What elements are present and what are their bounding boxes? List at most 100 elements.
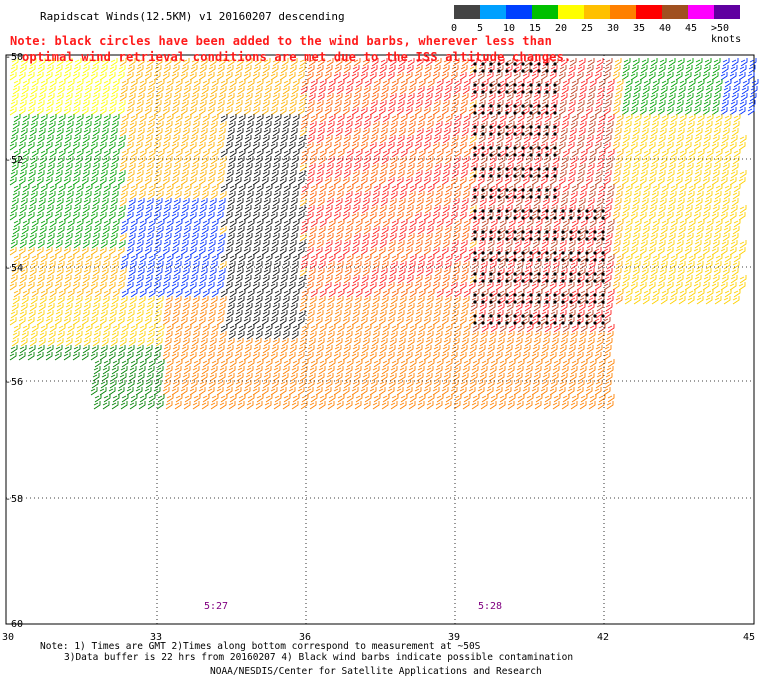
wind-barb [400, 79, 408, 88]
wind-barb [218, 303, 226, 312]
contamination-dot [481, 62, 485, 66]
wind-barb [202, 324, 210, 333]
wind-barb [327, 261, 335, 270]
wind-barb [137, 198, 145, 207]
wind-barb [272, 373, 280, 382]
wind-barb [265, 219, 273, 228]
wind-barb [228, 401, 236, 410]
wind-barb [153, 352, 161, 361]
wind-barb [567, 142, 575, 151]
wind-barb [589, 219, 597, 228]
wind-barb [237, 191, 245, 200]
wind-barb [136, 345, 144, 354]
wind-barb [342, 282, 350, 291]
wind-barb [597, 401, 605, 410]
contamination-dot [529, 258, 533, 262]
wind-barb [343, 170, 351, 179]
wind-barb [254, 373, 262, 382]
wind-barb [307, 100, 315, 109]
wind-barb [739, 100, 747, 109]
wind-barb [369, 107, 377, 116]
wind-barb [220, 219, 228, 228]
wind-barb [306, 177, 314, 186]
wind-barb [145, 345, 153, 354]
wind-barb [490, 114, 498, 123]
wind-barb [76, 149, 84, 158]
wind-barb [73, 100, 81, 109]
wind-barb [434, 198, 442, 207]
contamination-dot [537, 216, 541, 220]
wind-barb [155, 93, 163, 102]
wind-barb [256, 79, 264, 88]
wind-barb [408, 86, 416, 95]
wind-barb [562, 394, 570, 403]
contamination-dot [513, 300, 517, 304]
wind-barb [120, 331, 128, 340]
wind-barb [505, 240, 513, 249]
wind-barb [415, 205, 423, 214]
wind-barb [711, 212, 719, 221]
wind-barb [382, 254, 390, 263]
wind-barb [273, 331, 281, 340]
wind-barb [387, 387, 395, 396]
wind-barb [497, 93, 505, 102]
wind-barb [90, 352, 98, 361]
wind-barb [91, 170, 99, 179]
wind-barb [137, 268, 145, 277]
wind-barb [688, 184, 696, 193]
wind-barb [397, 135, 405, 144]
wind-barb [317, 198, 325, 207]
wind-barb [37, 310, 45, 319]
wind-barb [711, 72, 719, 81]
wind-barb [615, 86, 623, 95]
wind-barb [453, 331, 461, 340]
wind-barb [67, 289, 75, 298]
wind-barb [612, 107, 620, 116]
wind-barb [165, 191, 173, 200]
wind-barb [407, 58, 415, 67]
wind-barb [442, 345, 450, 354]
wind-barb [190, 65, 198, 74]
wind-barb [328, 359, 336, 368]
wind-barb [486, 177, 494, 186]
wind-barb [154, 135, 162, 144]
wind-barb [570, 401, 578, 410]
wind-barb [558, 72, 566, 81]
wind-barb [427, 324, 435, 333]
wind-barb [127, 275, 135, 284]
wind-barb [569, 128, 577, 137]
contamination-dot [473, 251, 477, 255]
wind-barb [364, 149, 372, 158]
wind-barb [696, 261, 704, 270]
wind-barb [418, 149, 426, 158]
wind-barb [110, 58, 118, 67]
wind-barb [499, 254, 507, 263]
wind-barb [93, 86, 101, 95]
wind-barb [558, 352, 566, 361]
wind-barb [504, 387, 512, 396]
wind-barb [596, 198, 604, 207]
wind-barb [424, 345, 432, 354]
wind-barb [488, 303, 496, 312]
wind-barb [633, 226, 641, 235]
wind-barb [406, 310, 414, 319]
wind-barb [541, 205, 549, 214]
wind-barb [453, 191, 461, 200]
wind-barb [578, 338, 586, 347]
wind-barb [460, 345, 468, 354]
wind-barb [147, 226, 155, 235]
wind-barb [281, 373, 289, 382]
wind-barb [605, 198, 613, 207]
wind-barb [535, 324, 543, 333]
wind-barb [247, 324, 255, 333]
wind-barb [164, 93, 172, 102]
wind-barb [81, 247, 89, 256]
wind-barb [389, 338, 397, 347]
wind-barb [569, 93, 577, 102]
wind-barb [64, 170, 72, 179]
wind-barb [425, 128, 433, 137]
wind-barb [93, 331, 101, 340]
wind-barb [333, 247, 341, 256]
wind-barb [576, 352, 584, 361]
contamination-dot [489, 230, 493, 234]
